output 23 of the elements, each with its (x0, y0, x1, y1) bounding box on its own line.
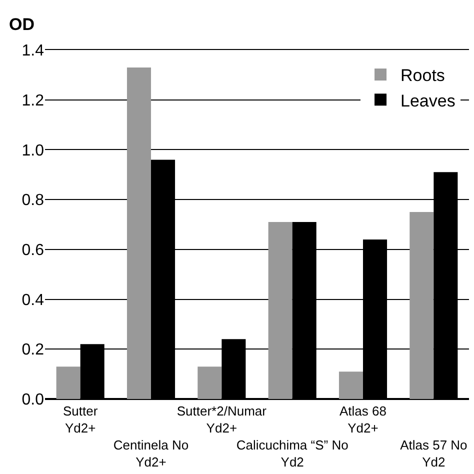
y-tick-label: 1.0 (22, 142, 44, 160)
bar (338, 372, 363, 399)
bar (126, 67, 151, 399)
bar (56, 366, 80, 399)
y-tick-label: 1.2 (22, 92, 44, 110)
x-tick-label: Centinela No Yd2+ (113, 437, 189, 470)
x-tick-label: Sutter*2/Numar Yd2+ (176, 404, 268, 436)
y-tick-label: 0.2 (22, 342, 44, 359)
x-tick-label: Sutter Yd2+ (62, 404, 98, 436)
y-axis-title: OD (9, 15, 34, 34)
legend-label: Leaves (400, 91, 456, 110)
x-tick-label: Atlas 57 No Yd2 (400, 437, 468, 470)
bar (198, 366, 222, 399)
x-tick-label: Atlas 68 Yd2+ (340, 404, 386, 436)
bar (410, 212, 434, 399)
x-tick-label: Calicuchima “S” No Yd2 (236, 437, 348, 470)
y-tick-label: 0.4 (22, 292, 44, 309)
bar (268, 222, 292, 399)
y-tick-label: 0.6 (22, 242, 44, 260)
y-tick-label: 0.8 (22, 192, 44, 210)
legend-label: Roots (400, 66, 445, 86)
y-tick-label: 1.4 (22, 42, 44, 60)
y-tick-label: 0.0 (22, 392, 44, 409)
